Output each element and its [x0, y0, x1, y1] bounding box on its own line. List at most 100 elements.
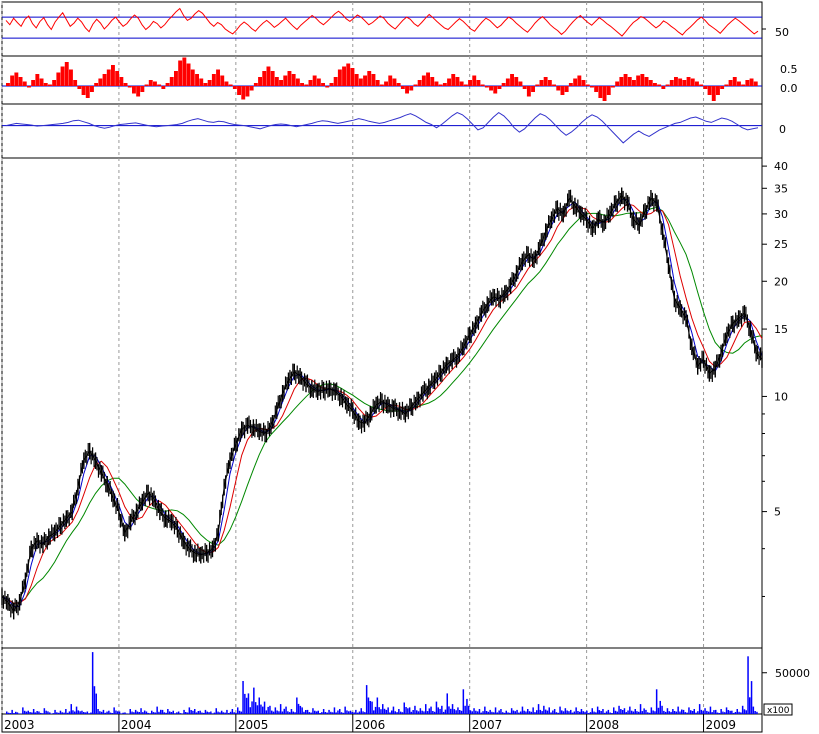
volume-bar: [224, 712, 226, 714]
volume-bar: [605, 711, 608, 714]
volume-bar: [36, 711, 38, 714]
volume-bar: [414, 705, 416, 715]
volume-bar: [706, 710, 708, 714]
volume-bar: [745, 710, 747, 714]
histogram-bar: [741, 84, 746, 86]
volume-bar: [625, 712, 627, 714]
histogram-bar: [274, 77, 279, 86]
volume-bar: [337, 710, 339, 714]
histogram-bar: [518, 81, 523, 86]
histogram-bar: [594, 86, 599, 92]
hist-tick-00: 0.0: [780, 82, 798, 95]
volume-bar: [485, 711, 488, 714]
volume-bar: [115, 710, 117, 714]
volume-bar: [528, 711, 531, 714]
volume-bar: [664, 711, 667, 714]
volume-bar: [704, 708, 706, 714]
volume-bar: [691, 711, 694, 714]
volume-bar: [392, 706, 395, 714]
multiplier-box: [763, 703, 793, 716]
rsi-frame: [1, 1, 763, 57]
volume-bar: [419, 708, 422, 714]
volume-bar: [507, 712, 509, 714]
histogram-bar: [102, 74, 107, 86]
volume-bar: [104, 712, 106, 714]
year-label-2005: 2005: [238, 718, 269, 732]
volume-bar: [111, 713, 114, 714]
volume-bar: [559, 706, 561, 714]
volume-bar: [636, 711, 638, 714]
volume-bar: [553, 709, 556, 714]
volume-bar: [176, 712, 178, 714]
volume-bar: [233, 712, 235, 714]
volume-bar: [306, 709, 309, 714]
histogram-bar: [241, 86, 246, 100]
volume-bar: [238, 710, 241, 714]
volume-bar: [505, 710, 507, 714]
year-label-2003: 2003: [4, 718, 35, 732]
histogram-bar: [203, 83, 208, 86]
volume-bar: [643, 708, 645, 714]
histogram-bar: [476, 80, 481, 86]
volume-bar: [562, 711, 565, 714]
volume-bar: [190, 710, 192, 714]
histogram-bar: [598, 86, 603, 98]
volume-bar: [74, 711, 76, 714]
volume-bar: [102, 709, 105, 714]
histogram-bar: [18, 77, 23, 86]
histogram-bar: [325, 86, 330, 88]
volume-bar: [229, 711, 232, 714]
volume-bar: [638, 711, 640, 714]
volume-bar: [579, 711, 581, 714]
volume-bar: [430, 706, 432, 714]
histogram-bar: [737, 81, 741, 86]
histogram-bar: [674, 77, 678, 86]
histogram-bar: [438, 84, 443, 86]
volume-bar: [294, 712, 296, 714]
histogram-bar: [619, 77, 624, 86]
volume-bar: [220, 710, 223, 714]
histogram-bar: [300, 83, 304, 86]
volume-bar: [208, 712, 210, 714]
volume-bar: [84, 712, 87, 714]
volume-bar: [290, 709, 293, 714]
volume-bar: [126, 713, 128, 714]
histogram-bar: [363, 75, 367, 86]
volume-bar: [106, 711, 108, 714]
volume-bar: [459, 710, 461, 714]
volume-bar: [550, 712, 552, 714]
volume-bar: [475, 710, 477, 714]
price-tick-40: 40: [774, 160, 788, 173]
histogram-bar: [195, 74, 199, 86]
histogram-bar: [547, 80, 552, 86]
volume-bar: [521, 706, 524, 714]
volume-bar: [394, 711, 396, 714]
volume-bar: [663, 710, 665, 714]
histogram-bar: [123, 83, 128, 86]
volume-bar: [31, 712, 33, 714]
volume-bar: [201, 712, 203, 714]
volume-bar: [50, 713, 53, 714]
histogram-bar: [497, 86, 502, 89]
volume-bar: [711, 712, 713, 714]
histogram-bar: [52, 80, 57, 86]
volume-bar: [566, 710, 568, 714]
volume-bar: [514, 711, 516, 714]
volume-bar: [301, 707, 303, 714]
volume-bar: [165, 712, 167, 714]
volume-bar: [75, 706, 78, 714]
volume-bar: [226, 709, 228, 714]
volume-bar: [396, 712, 398, 714]
volume-bar: [351, 712, 354, 714]
volume-bar: [462, 689, 465, 715]
volume-bar: [297, 703, 300, 714]
histogram-bar: [207, 80, 212, 86]
volume-bar: [467, 705, 470, 715]
axis-labels: 2003 2004 2005 2006 2007 2008 2009 50 0.5 0.0 0 40 3…: [4, 26, 810, 732]
volume-bar: [86, 711, 89, 714]
volume-bar: [512, 710, 515, 714]
histogram-bar: [308, 80, 313, 86]
volume-bar: [731, 710, 733, 714]
year-label-2004: 2004: [121, 718, 152, 732]
